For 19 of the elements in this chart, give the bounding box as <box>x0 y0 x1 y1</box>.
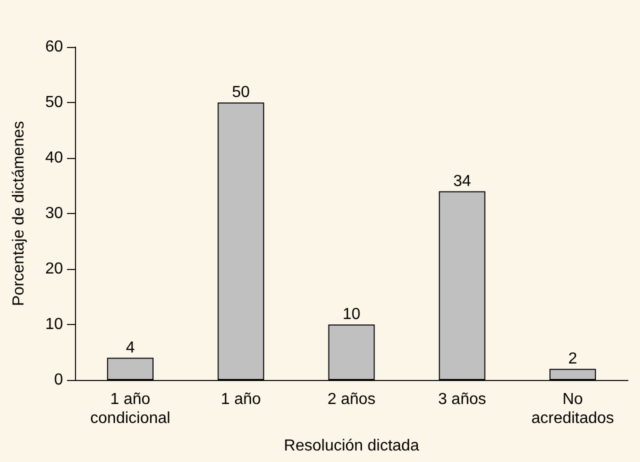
y-axis-title: Porcentaje de dictámenes <box>10 121 28 306</box>
y-tick-label: 20 <box>45 260 64 278</box>
data-label: 4 <box>126 339 135 356</box>
x-tick-label: 3 años <box>438 391 486 408</box>
y-tick-label: 60 <box>45 38 64 56</box>
y-tick-label: 50 <box>45 94 64 111</box>
data-label: 10 <box>342 306 360 323</box>
data-label: 34 <box>453 172 472 190</box>
y-tick-label: 0 <box>54 372 64 388</box>
x-tick-label: No acreditados <box>531 391 614 427</box>
x-tick-label: 2 años <box>327 391 376 408</box>
y-tick-label: 10 <box>45 316 64 333</box>
data-label: 50 <box>232 84 250 101</box>
x-axis-title: Resolución dictada <box>284 438 420 454</box>
x-tick-label: 1 año <box>220 391 262 408</box>
y-tick-label: 30 <box>45 205 64 222</box>
x-tick-label: 1 año condicional <box>90 391 170 427</box>
y-tick-label: 40 <box>45 150 64 166</box>
data-label: 2 <box>568 350 578 368</box>
